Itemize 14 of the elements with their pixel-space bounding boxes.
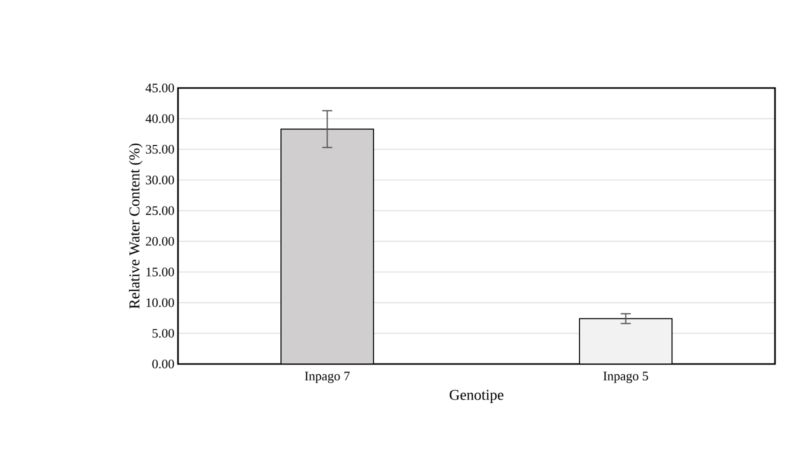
y-tick-label: 10.00 xyxy=(146,298,174,308)
y-tick-label: 20.00 xyxy=(146,236,174,246)
y-axis-title: Relative Water Content (%) xyxy=(128,144,143,309)
y-tick-label: 5.00 xyxy=(152,328,174,338)
x-axis-title: Genotipe xyxy=(450,390,504,403)
y-tick-label: 40.00 xyxy=(146,114,174,124)
y-tick-label: 25.00 xyxy=(146,206,174,216)
y-tick-label: 15.00 xyxy=(146,268,174,276)
y-tick-label: 45.00 xyxy=(146,84,174,92)
y-tick-label: 30.00 xyxy=(146,176,174,184)
x-tick-label: Inpago 7 xyxy=(304,372,350,384)
x-tick-label: Inpago 5 xyxy=(603,372,648,384)
y-tick-label: 35.00 xyxy=(146,144,174,154)
y-tick-label: 0.00 xyxy=(152,360,174,368)
